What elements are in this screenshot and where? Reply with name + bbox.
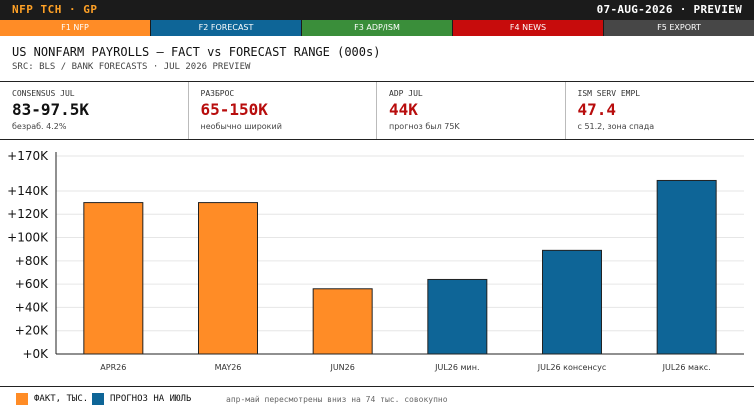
kpi-label: CONSENSUS JUL <box>12 89 75 98</box>
page-title: US NONFARM PAYROLLS — FACT vs FORECAST R… <box>12 45 381 59</box>
kpi-label: РАЗБРОС <box>200 89 235 98</box>
kpi-value: 65-150K <box>200 100 268 119</box>
kpi-consensus: CONSENSUS JUL 83-97.5K безраб. 4.2% <box>0 82 189 139</box>
kpi-note: с 51.2, зона спада <box>577 122 655 131</box>
x-tick-label: JUL26 макс. <box>662 363 711 372</box>
tab-f4-news[interactable]: F4 NEWS <box>453 20 604 36</box>
top-bar: NFP TCH · GP 07-AUG-2026 · PREVIEW <box>0 0 754 20</box>
y-tick-label: +120K <box>7 207 49 221</box>
bar <box>198 202 258 355</box>
tab-f2-forecast[interactable]: F2 FORECAST <box>151 20 302 36</box>
kpi-note: прогноз был 75K <box>389 122 460 131</box>
kpi-value: 47.4 <box>577 100 617 119</box>
date-status: 07-AUG-2026 · PREVIEW <box>596 3 742 16</box>
y-tick-label: +170K <box>7 149 49 163</box>
y-tick-label: +40K <box>15 300 49 314</box>
legend-item-forecast: ПРОГНОЗ НА ИЮЛЬ <box>92 393 191 405</box>
kpi-note: безраб. 4.2% <box>12 122 67 131</box>
y-tick-label: +20K <box>15 324 49 338</box>
revision-footnote: апр-май пересмотрены вниз на 74 тыс. сов… <box>226 395 448 404</box>
y-tick-label: +100K <box>7 231 49 245</box>
kpi-range: РАЗБРОС 65-150K необычно широкий <box>189 82 377 139</box>
page-header: US NONFARM PAYROLLS — FACT vs FORECAST R… <box>0 36 754 82</box>
terminal-brand: NFP TCH · GP <box>12 3 98 16</box>
kpi-note: необычно широкий <box>200 122 282 131</box>
kpi-ism: ISM SERV EMPL 47.4 с 51.2, зона спада <box>566 82 754 139</box>
legend-label-forecast: ПРОГНОЗ НА ИЮЛЬ <box>110 394 192 404</box>
y-tick-label: +60K <box>15 277 49 291</box>
x-tick-label: JUN26 <box>329 363 354 372</box>
bar <box>312 288 373 355</box>
y-tick-label: +0K <box>22 347 49 361</box>
bar <box>427 278 488 355</box>
legend-swatch-forecast <box>92 393 104 405</box>
function-key-bar: F1 NFP F2 FORECAST F3 ADP/ISM F4 NEWS F5… <box>0 20 754 36</box>
kpi-strip: CONSENSUS JUL 83-97.5K безраб. 4.2% РАЗБ… <box>0 82 754 140</box>
tab-f5-export[interactable]: F5 EXPORT <box>604 20 754 36</box>
legend-label-fact: ФАКТ, ТЫС. <box>34 394 89 404</box>
x-tick-label: MAY26 <box>215 363 242 372</box>
x-tick-label: JUL26 мин. <box>434 363 479 372</box>
payrolls-chart: +0K +20K +40K +60K +80K +100K +120K +140K +170K A… <box>0 140 754 386</box>
tab-f1-nfp[interactable]: F1 NFP <box>0 20 151 36</box>
chart-legend: ФАКТ, ТЫС. ПРОГНОЗ НА ИЮЛЬ апр-май перес… <box>0 386 754 412</box>
y-tick-label: +140K <box>7 184 49 198</box>
bar <box>83 202 144 355</box>
kpi-label: ADP JUL <box>389 89 423 98</box>
x-tick-label: APR26 <box>100 363 126 372</box>
tab-f3-adp-ism[interactable]: F3 ADP/ISM <box>302 20 453 36</box>
kpi-value: 83-97.5K <box>12 100 90 119</box>
legend-swatch-fact <box>16 393 28 405</box>
bar-chart-svg: +0K +20K +40K +60K +80K +100K +120K +140K +170K A… <box>7 149 744 372</box>
source-line: SRC: BLS / BANK FORECASTS · JUL 2026 PRE… <box>12 62 251 72</box>
kpi-value: 44K <box>389 100 418 119</box>
bar <box>656 179 717 355</box>
legend-item-fact: ФАКТ, ТЫС. <box>16 393 88 405</box>
kpi-label: ISM SERV EMPL <box>577 89 641 98</box>
kpi-adp: ADP JUL 44K прогноз был 75K <box>377 82 566 139</box>
x-tick-label: JUL26 консенсус <box>537 363 606 372</box>
y-tick-label: +80K <box>15 254 49 268</box>
bar <box>542 249 602 355</box>
